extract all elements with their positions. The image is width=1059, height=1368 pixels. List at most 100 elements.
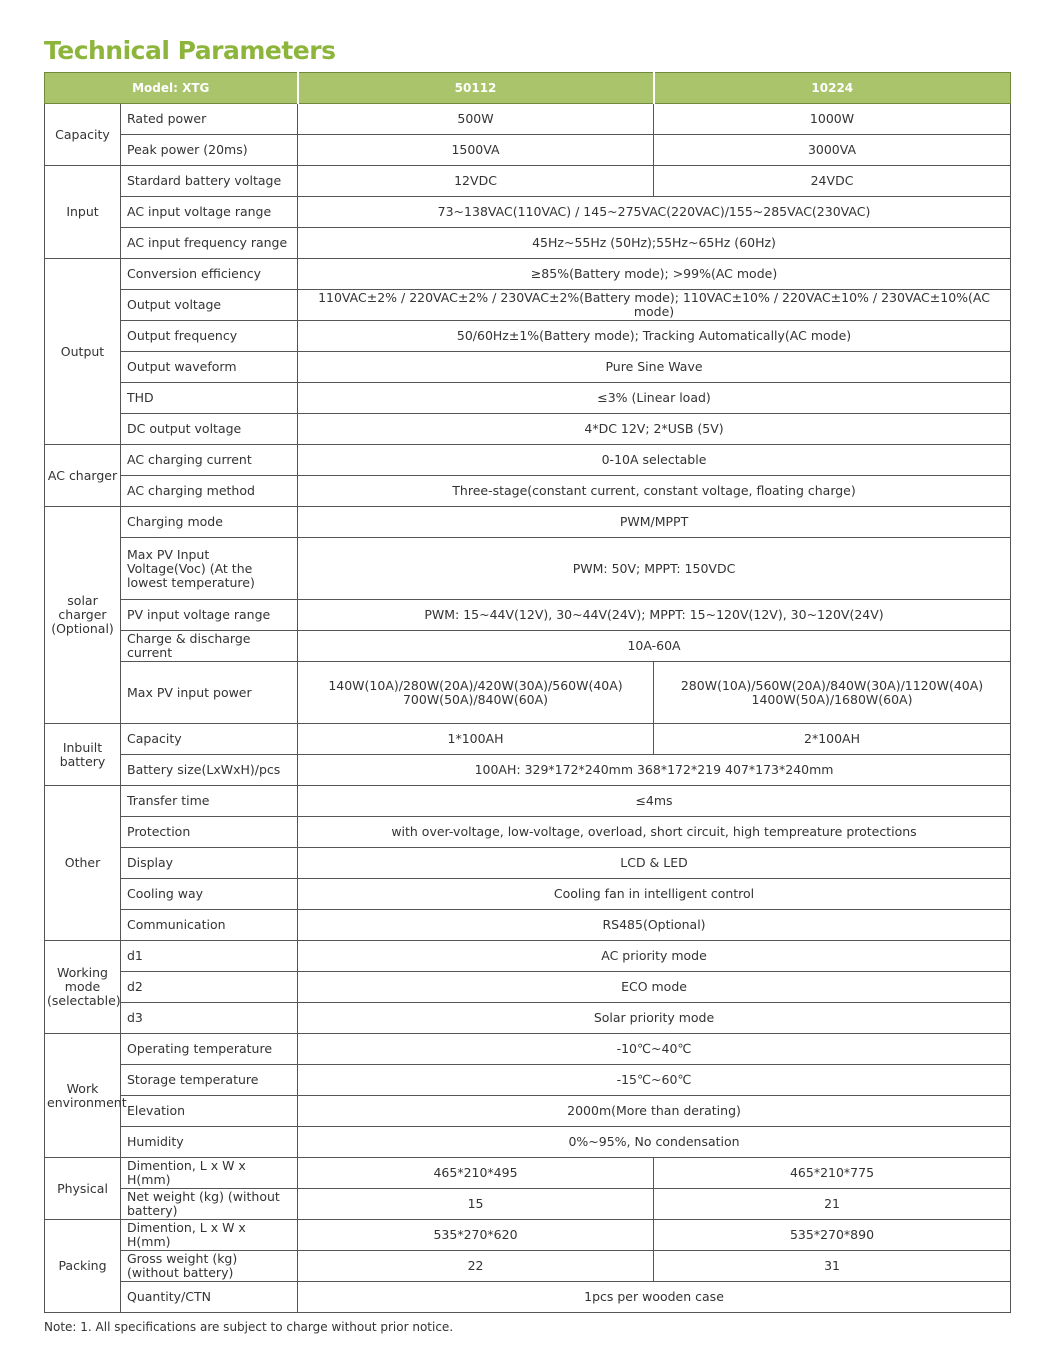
parameter-value: 465*210*495 <box>297 1157 655 1189</box>
table-row: Work environment Operating temperature -10… <box>44 1033 1012 1158</box>
parameter-value: 140W(10A)/280W(20A)/420W(30A)/560W(40A) … <box>297 661 655 724</box>
parameter-label: AC input voltage range <box>119 196 299 228</box>
parameter-label: AC charging current <box>119 444 299 476</box>
parameter-label: Battery size(LxWxH)/pcs <box>119 754 299 786</box>
parameter-label: d1 <box>119 940 299 972</box>
parameter-label: Operating temperature <box>119 1033 299 1065</box>
parameter-label: Storage temperature <box>119 1064 299 1096</box>
parameter-value: 21 <box>653 1188 1012 1220</box>
parameter-value: 12VDC <box>297 165 655 197</box>
parameter-label: Transfer time <box>119 785 299 817</box>
parameter-value: 4*DC 12V; 2*USB (5V) <box>297 413 1012 445</box>
table-row: Input Stardard battery voltage 12VDC 24VDC <box>44 165 1012 259</box>
group-label: Physical <box>44 1157 121 1220</box>
parameter-value: Cooling fan in intelligent control <box>297 878 1012 910</box>
parameter-value: -15℃~60℃ <box>297 1064 1012 1096</box>
table-row: Charge & discharge current 10A-60A <box>45 630 1012 662</box>
group-label: Inbuilt battery <box>44 723 121 786</box>
parameter-value: 24VDC <box>653 165 1012 197</box>
parameter-value: 1*100AH <box>297 723 655 755</box>
parameter-label: Gross weight (kg) (without battery) <box>119 1250 299 1282</box>
parameter-label: Output frequency <box>119 320 299 352</box>
parameter-value: ≤4ms <box>297 785 1012 817</box>
parameter-label: Peak power (20ms) <box>119 134 299 166</box>
parameter-value: 0-10A selectable <box>297 444 1012 476</box>
table-row: Working mode (selectable) d1 AC priority m… <box>44 940 1012 1034</box>
parameter-value: 2*100AH <box>653 723 1012 755</box>
parameter-value: 0%~95%, No condensation <box>297 1126 1012 1158</box>
table-row: Output Conversion efficiency ≥85%(Battery … <box>44 258 1012 445</box>
group-label: Packing <box>44 1219 121 1313</box>
table-row: solar charger (Optional) Charging mode PWM… <box>44 506 1012 724</box>
parameter-value: 31 <box>653 1250 1012 1282</box>
parameter-value: LCD & LED <box>297 847 1012 879</box>
parameter-label: DC output voltage <box>119 413 299 445</box>
parameter-value: with over-voltage, low-voltage, overload… <box>297 816 1012 848</box>
parameter-label: Elevation <box>119 1095 299 1127</box>
parameter-label: Net weight (kg) (without battery) <box>119 1188 299 1220</box>
model-column-header: 50112 <box>297 72 655 104</box>
parameter-label: Stardard battery voltage <box>119 165 299 197</box>
parameter-value: 3000VA <box>653 134 1012 166</box>
parameter-value: 45Hz~55Hz (50Hz);55Hz~65Hz (60Hz) <box>297 227 1012 259</box>
table-row: AC charger AC charging current 0-10A selec… <box>44 444 1012 507</box>
parameter-value: 100AH: 329*172*240mm 368*172*219 407*173… <box>297 754 1012 786</box>
parameter-value: Solar priority mode <box>297 1002 1012 1034</box>
model-column-header: 10224 <box>653 72 1012 104</box>
table-row: Output frequency 50/60Hz±1%(Battery mode)… <box>45 320 1012 352</box>
parameter-value: 50/60Hz±1%(Battery mode); Tracking Autom… <box>297 320 1012 352</box>
group-label: Working mode (selectable) <box>44 940 121 1034</box>
parameter-label: Rated power <box>119 103 299 135</box>
parameter-value: 110VAC±2% / 220VAC±2% / 230VAC±2%(Batter… <box>297 289 1012 321</box>
table-row: AC input frequency range 45Hz~55Hz (50Hz)… <box>45 227 1012 259</box>
table-row: Net weight (kg) (without battery) 15 21 <box>45 1188 1012 1220</box>
parameter-label: Max PV input power <box>119 661 299 724</box>
parameter-label: Max PV Input Voltage(Voc) (At the lowest… <box>119 537 299 600</box>
parameter-value: 1500VA <box>297 134 655 166</box>
table-row: THD ≤3% (Linear load) <box>45 382 1012 414</box>
parameter-label: Dimention, L x W x H(mm) <box>119 1157 299 1189</box>
parameter-label: Protection <box>119 816 299 848</box>
table-row: Humidity 0%~95%, No condensation <box>45 1126 1012 1158</box>
parameter-value: 280W(10A)/560W(20A)/840W(30A)/1120W(40A)… <box>653 661 1012 724</box>
parameter-value: 73~138VAC(110VAC) / 145~275VAC(220VAC)/1… <box>297 196 1012 228</box>
table-row: Output voltage 110VAC±2% / 220VAC±2% / 23… <box>45 289 1012 321</box>
parameter-label: Conversion efficiency <box>119 258 299 290</box>
table-row: Gross weight (kg) (without battery) 22 31 <box>45 1250 1012 1282</box>
parameter-value: 2000m(More than derating) <box>297 1095 1012 1127</box>
table-row: Storage temperature -15℃~60℃ <box>45 1064 1012 1096</box>
table-row: Battery size(LxWxH)/pcs 100AH: 329*172*24… <box>45 754 1012 786</box>
group-label: Other <box>44 785 121 941</box>
parameter-label: Output waveform <box>119 351 299 383</box>
table-row: Display LCD & LED <box>45 847 1012 879</box>
spec-table: Model: XTG 50112 10224 Capacity Rated pow… <box>43 72 1012 1313</box>
parameter-label: d3 <box>119 1002 299 1034</box>
group-label: Capacity <box>44 103 121 166</box>
parameter-value: 1000W <box>653 103 1012 135</box>
table-row: Cooling way Cooling fan in intelligent co… <box>45 878 1012 910</box>
table-row: Protection with over-voltage, low-voltage… <box>45 816 1012 848</box>
table-row: Physical Dimention, L x W x H(mm) 465*210*… <box>44 1157 1012 1220</box>
parameter-label: Output voltage <box>119 289 299 321</box>
parameter-label: AC charging method <box>119 475 299 507</box>
parameter-label: AC input frequency range <box>119 227 299 259</box>
table-row: PV input voltage range PWM: 15~44V(12V), … <box>45 599 1012 631</box>
parameter-label: Capacity <box>119 723 299 755</box>
parameter-value: -10℃~40℃ <box>297 1033 1012 1065</box>
table-row: d3 Solar priority mode <box>45 1002 1012 1034</box>
parameter-label: Charging mode <box>119 506 299 538</box>
table-row: Packing Dimention, L x W x H(mm) 535*270*6… <box>44 1219 1012 1313</box>
parameter-value: ≤3% (Linear load) <box>297 382 1012 414</box>
table-row: Elevation 2000m(More than derating) <box>45 1095 1012 1127</box>
parameter-value: PWM/MPPT <box>297 506 1012 538</box>
table-row: Inbuilt battery Capacity 1*100AH 2*100AH <box>44 723 1012 786</box>
parameter-value: 465*210*775 <box>653 1157 1012 1189</box>
parameter-label: d2 <box>119 971 299 1003</box>
parameter-label: Quantity/CTN <box>119 1281 299 1313</box>
parameter-label: Display <box>119 847 299 879</box>
parameter-value: Three-stage(constant current, constant v… <box>297 475 1012 507</box>
model-label: Model: XTG <box>43 72 299 104</box>
group-label: solar charger (Optional) <box>44 506 121 724</box>
table-row: Capacity Rated power 500W 1000W <box>44 103 1012 166</box>
table-row: Other Transfer time ≤4ms <box>44 785 1012 941</box>
